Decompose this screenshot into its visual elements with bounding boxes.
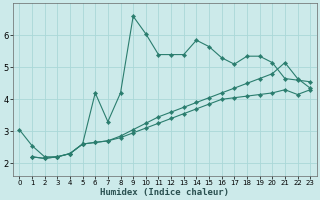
X-axis label: Humidex (Indice chaleur): Humidex (Indice chaleur) [100, 188, 229, 197]
